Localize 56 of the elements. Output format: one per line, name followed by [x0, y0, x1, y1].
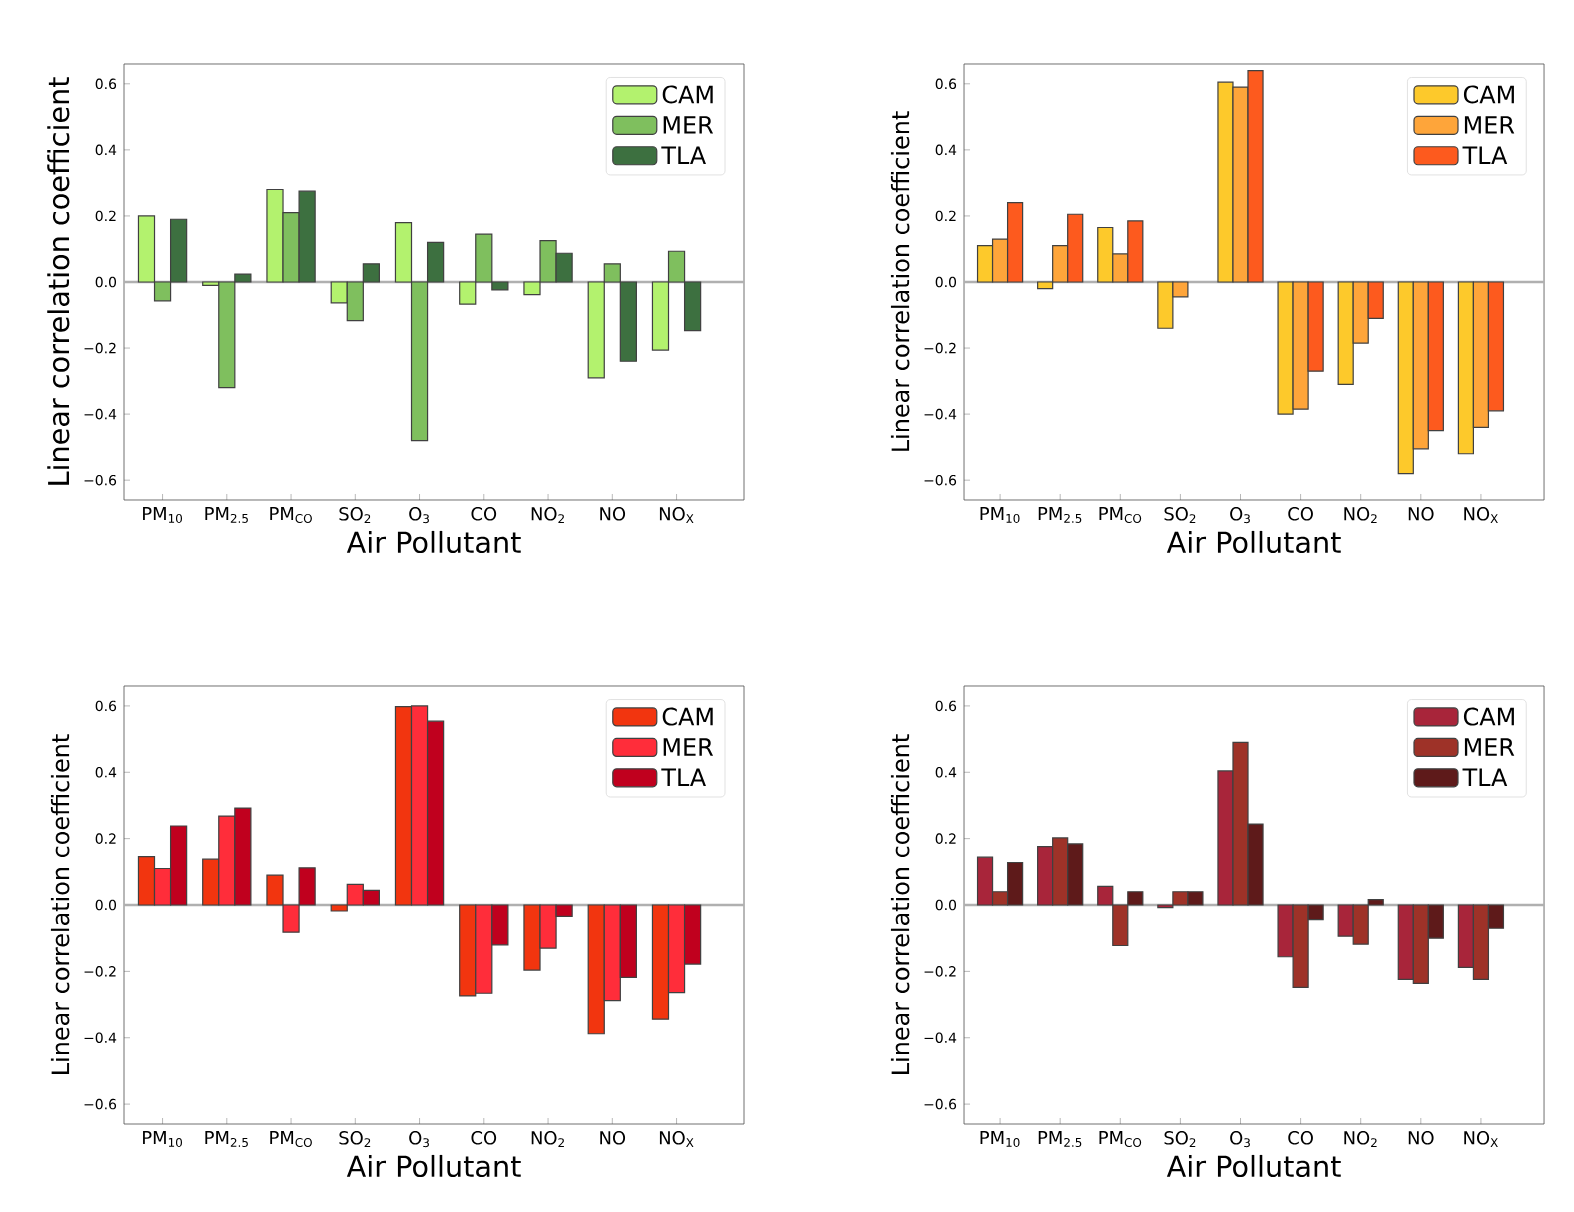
x-tick-label: SO$_{2}$ — [1164, 1131, 1196, 1148]
x-tick-label: SO$_{2}$ — [339, 1131, 371, 1148]
x-tick-label: PM$_{10}$ — [980, 1131, 1020, 1147]
x-tick-label: PM$_{10}$ — [143, 507, 183, 523]
x-tick-label: O$_{3}$ — [409, 507, 429, 524]
x-tick-label: PM$_{CO}$ — [1099, 507, 1142, 523]
x-tick-label: CO — [1288, 1131, 1313, 1145]
y-axis-title: Linear correlation coefficient — [890, 111, 910, 451]
x-tick-label: SO$_{2}$ — [1164, 507, 1196, 524]
x-tick-label: PM$_{2.5}$ — [1038, 507, 1082, 523]
x-axis-title: Air Pollutant — [346, 1154, 521, 1178]
x-tick-label: NO$_{X}$ — [659, 507, 694, 523]
x-tick-label: PM$_{10}$ — [980, 507, 1020, 523]
x-axis-title: Air Pollutant — [346, 530, 521, 554]
y-axis-title: Linear correlation coefficient — [50, 734, 70, 1074]
legend-label: TLA — [1462, 146, 1508, 164]
legend-label: TLA — [661, 146, 706, 164]
x-tick-label: O$_{3}$ — [1230, 507, 1250, 524]
x-tick-label: NO$_{2}$ — [531, 507, 564, 524]
x-tick-label: NO$_{2}$ — [531, 1131, 564, 1148]
x-axis-title: Air Pollutant — [1166, 1154, 1341, 1178]
y-axis-title: Linear correlation coefficient — [890, 734, 910, 1074]
legend-label: CAM — [1463, 85, 1514, 104]
x-tick-label: NO$_{X}$ — [659, 1131, 694, 1147]
legend-label: CAM — [662, 707, 713, 726]
x-tick-label: SO$_{2}$ — [339, 507, 371, 524]
x-tick-label: PM$_{2.5}$ — [205, 1131, 248, 1147]
x-tick-label: PM$_{CO}$ — [270, 1131, 312, 1147]
x-tick-label: NO$_{2}$ — [1344, 507, 1377, 524]
legend-label: CAM — [1463, 707, 1514, 726]
x-tick-label: O$_{3}$ — [409, 1131, 429, 1148]
x-tick-label: NO$_{2}$ — [1344, 1131, 1377, 1148]
legend-label: CAM — [662, 85, 713, 104]
legend-label: MER — [1464, 116, 1515, 134]
x-tick-label: PM$_{2.5}$ — [1038, 1131, 1082, 1147]
legend-label: TLA — [661, 768, 706, 787]
x-tick-label: CO — [471, 507, 497, 521]
legend-label: MER — [663, 738, 714, 756]
x-tick-label: NO — [1408, 1131, 1434, 1145]
legend-label: TLA — [1462, 768, 1508, 787]
x-tick-label: PM$_{CO}$ — [1099, 1131, 1142, 1147]
legend-label: MER — [663, 116, 714, 134]
x-tick-label: NO — [600, 507, 626, 521]
y-axis-title: Linear correlation coefficient — [47, 77, 70, 485]
x-tick-label: NO — [600, 1131, 626, 1145]
x-tick-label: O$_{3}$ — [1230, 1131, 1250, 1148]
x-axis-title: Air Pollutant — [1166, 530, 1341, 554]
x-tick-label: CO — [471, 1131, 497, 1145]
x-tick-label: PM$_{10}$ — [143, 1131, 182, 1147]
legend-label: MER — [1464, 738, 1515, 756]
x-tick-label: CO — [1288, 507, 1313, 521]
x-tick-label: NO$_{X}$ — [1464, 507, 1498, 523]
x-tick-label: PM$_{2.5}$ — [205, 507, 248, 523]
x-tick-label: PM$_{CO}$ — [270, 507, 312, 523]
x-tick-label: NO — [1408, 507, 1434, 521]
x-tick-label: NO$_{X}$ — [1464, 1131, 1498, 1147]
